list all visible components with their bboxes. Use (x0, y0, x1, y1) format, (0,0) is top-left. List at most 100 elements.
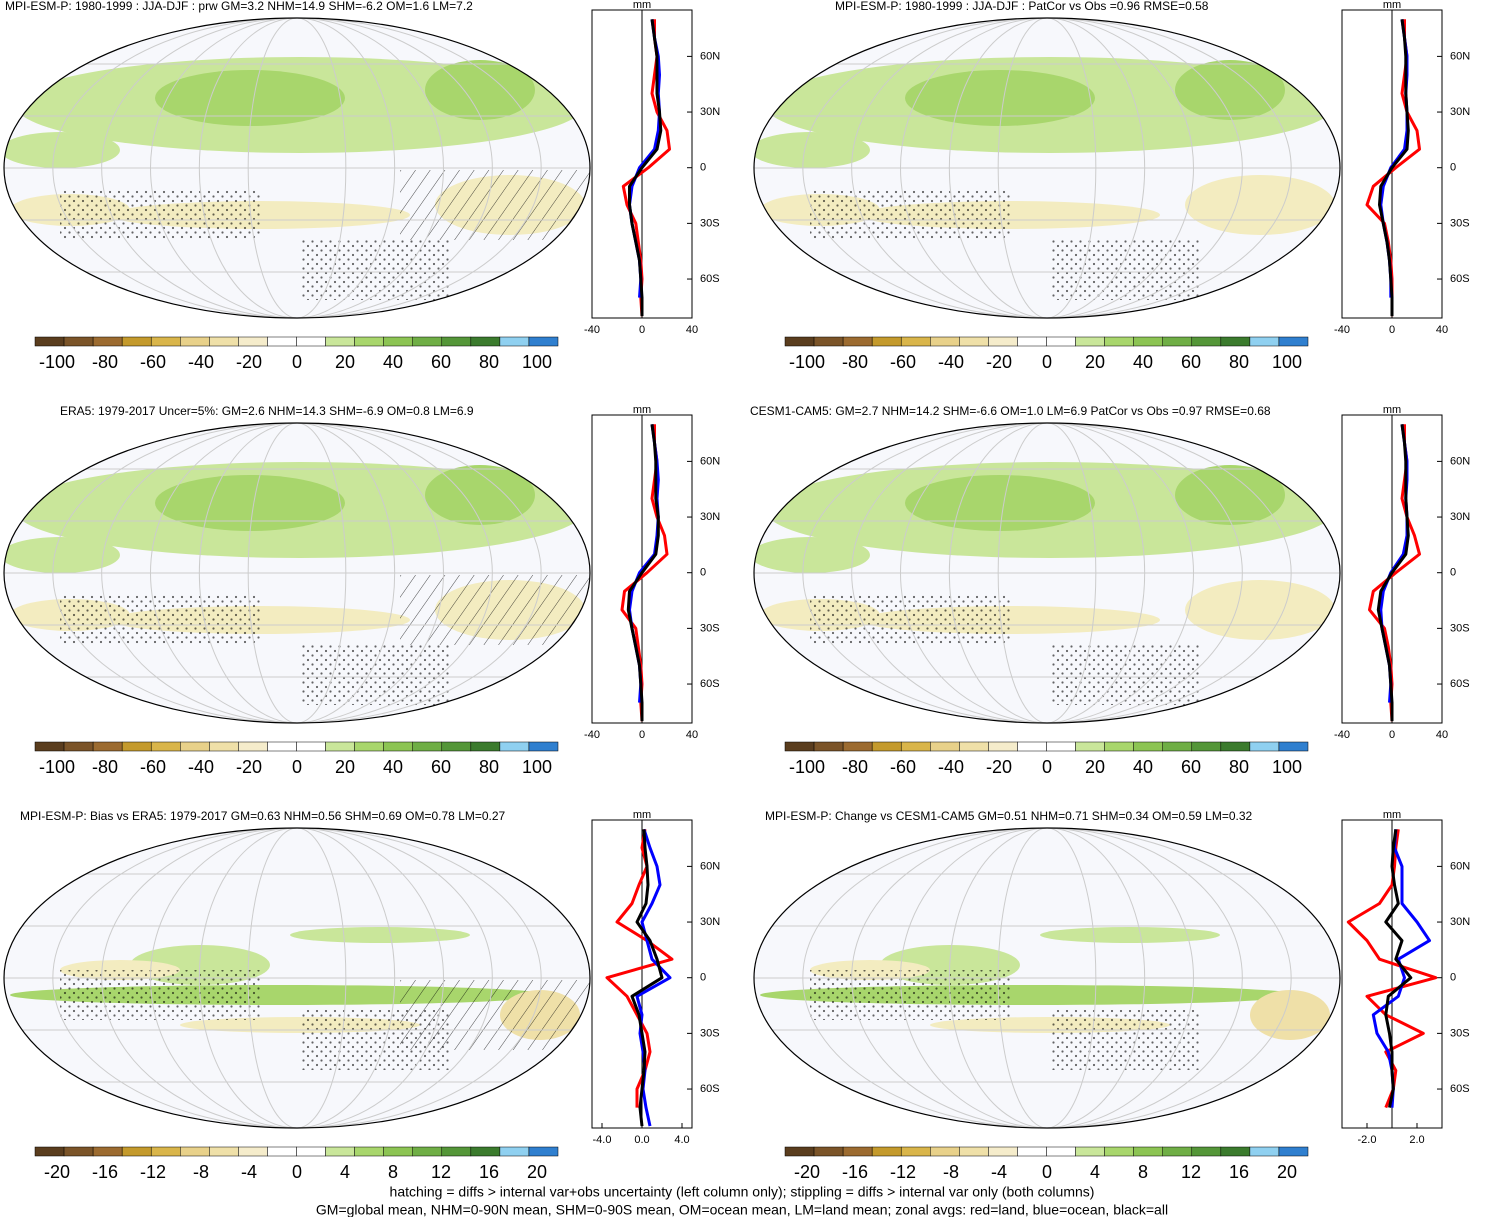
map-outline (753, 827, 1341, 1129)
colorbar-label: 100 (522, 352, 552, 372)
colorbar-box (354, 336, 384, 347)
colorbar-box (296, 741, 326, 752)
colorbar-box (1278, 741, 1309, 752)
x-tick-label: 40 (686, 729, 698, 741)
colorbar-label: 16 (479, 1162, 499, 1182)
colorbar-label: 20 (1085, 757, 1105, 777)
colorbar-label: -100 (39, 352, 75, 372)
map-outline (753, 17, 1341, 319)
x-tick-label: 0 (639, 729, 645, 741)
colorbar-box (499, 336, 530, 347)
colorbar-label: -8 (943, 1162, 959, 1182)
y-tick-label: 0 (1450, 567, 1456, 579)
colorbar-box (267, 741, 297, 752)
y-tick-label: 60S (1450, 678, 1470, 690)
y-tick-label: 30S (1450, 622, 1470, 634)
y-tick-label: 60N (700, 455, 720, 467)
colorbar-box (1278, 336, 1309, 347)
y-tick-label: 30S (700, 1027, 720, 1039)
x-tick-label: 2.0 (1409, 1134, 1424, 1146)
colorbar-box (267, 1146, 297, 1157)
zonal-line (1376, 424, 1410, 722)
colorbar-box (1017, 336, 1047, 347)
colorbar-box (842, 741, 873, 752)
colorbar-label: 12 (431, 1162, 451, 1182)
map-outline (3, 17, 591, 319)
y-tick-label: 60N (1450, 860, 1470, 872)
y-tick-label: 30S (700, 217, 720, 229)
panel: MPI-ESM-P: Change vs CESM1-CAM5 GM=0.51 … (753, 809, 1470, 1182)
colorbar-box (441, 1146, 472, 1157)
colorbar-box (1075, 741, 1105, 752)
colorbar-box (871, 1146, 902, 1157)
colorbar-label: 8 (388, 1162, 398, 1182)
colorbar-label: 80 (1229, 757, 1249, 777)
colorbar-label: -20 (986, 757, 1012, 777)
colorbar-label: 40 (1133, 757, 1153, 777)
y-tick-label: 30S (1450, 1027, 1470, 1039)
colorbar-box (930, 1146, 960, 1157)
colorbar-box (121, 336, 152, 347)
colorbar-box (1075, 336, 1105, 347)
colorbar-label: 0 (292, 1162, 302, 1182)
colorbar-box (1017, 1146, 1047, 1157)
colorbar-box (1046, 741, 1076, 752)
colorbar-label: 8 (1138, 1162, 1148, 1182)
colorbar-label: 20 (527, 1162, 547, 1182)
x-tick-label: -40 (584, 729, 600, 741)
map-outline (753, 422, 1341, 724)
x-tick-label: 0 (639, 324, 645, 336)
colorbar-label: 20 (1277, 1162, 1297, 1182)
colorbar-box (1220, 336, 1251, 347)
y-tick-label: 0 (700, 162, 706, 174)
x-unit: mm (633, 809, 651, 821)
colorbar-box (871, 741, 902, 752)
colorbar-label: -8 (193, 1162, 209, 1182)
colorbar-box (1249, 336, 1280, 347)
colorbar-box (121, 741, 152, 752)
colorbar-label: 20 (1085, 352, 1105, 372)
y-tick-label: 0 (1450, 972, 1456, 984)
x-tick-label: 40 (1436, 729, 1448, 741)
colorbar-box (1133, 336, 1163, 347)
colorbar-label: -4 (991, 1162, 1007, 1182)
colorbar-box (412, 1146, 443, 1157)
colorbar-box (813, 1146, 844, 1157)
colorbar-label: -80 (92, 757, 118, 777)
colorbar-box (441, 741, 472, 752)
colorbar-label: -40 (188, 757, 214, 777)
colorbar-label: -100 (39, 757, 75, 777)
x-unit: mm (1383, 809, 1401, 821)
colorbar-label: -40 (188, 352, 214, 372)
colorbar-box (441, 336, 472, 347)
colorbar-box (209, 741, 239, 752)
colorbar-box (1278, 1146, 1309, 1157)
y-tick-label: 30N (700, 511, 720, 523)
colorbar-label: -40 (938, 352, 964, 372)
colorbar-label: -60 (140, 352, 166, 372)
colorbar-label: 60 (431, 352, 451, 372)
x-tick-label: 0.0 (634, 1134, 649, 1146)
x-tick-label: 40 (686, 324, 698, 336)
panel-title: MPI-ESM-P: 1980-1999 : JJA-DJF : PatCor … (835, 0, 1209, 13)
colorbar-box (1162, 741, 1193, 752)
colorbar-box (1162, 336, 1193, 347)
colorbar-label: 12 (1181, 1162, 1201, 1182)
colorbar-box (1220, 1146, 1251, 1157)
colorbar-box (412, 741, 443, 752)
colorbar-box (813, 741, 844, 752)
colorbar-box (1075, 1146, 1105, 1157)
colorbar-label: 100 (1272, 352, 1302, 372)
colorbar-box (92, 1146, 123, 1157)
zonal-line (628, 19, 663, 317)
colorbar-label: -40 (938, 757, 964, 777)
colorbar-label: 60 (1181, 757, 1201, 777)
colorbar-box (784, 1146, 815, 1157)
colorbar-box (34, 741, 65, 752)
colorbar-box (63, 741, 94, 752)
x-unit: mm (1383, 0, 1401, 11)
colorbar-label: 100 (522, 757, 552, 777)
colorbar-box (383, 336, 413, 347)
colorbar-label: -12 (890, 1162, 916, 1182)
y-tick-label: 30N (700, 916, 720, 928)
